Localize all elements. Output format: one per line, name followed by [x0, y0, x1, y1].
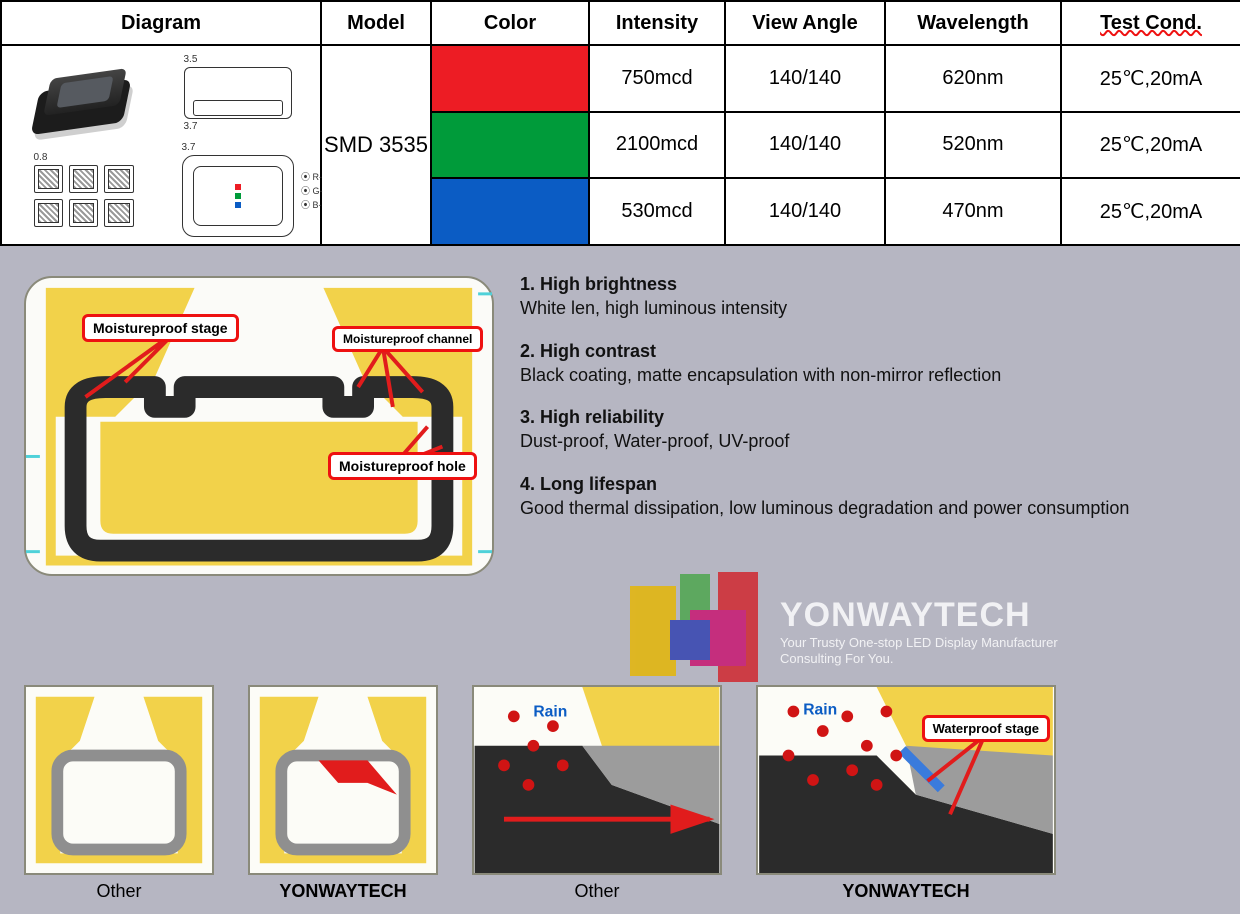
feature-item: 4. Long lifespan Good thermal dissipatio…	[520, 472, 1218, 521]
feature-desc: Good thermal dissipation, low luminous d…	[520, 496, 1218, 520]
feature-title: High brightness	[540, 274, 677, 294]
intensity-cell: 750mcd	[589, 45, 725, 112]
callout-hole: Moistureproof hole	[328, 452, 477, 480]
feature-item: 3. High reliability Dust-proof, Water-pr…	[520, 405, 1218, 454]
dim-label: 3.7	[184, 121, 198, 132]
diagram-cell: 0.8 3.5 3.7	[1, 45, 321, 245]
tech-drawing-front: 3.7 ⦿ R- ⦿ G-	[182, 142, 294, 237]
tech-drawing-pads: 0.8	[34, 152, 134, 227]
pin-label: ⦿ B-	[301, 198, 323, 212]
dim-label: 3.7	[182, 142, 196, 153]
th-wavelength: Wavelength	[885, 1, 1061, 45]
intensity-cell: 530mcd	[589, 178, 725, 245]
th-diagram: Diagram	[1, 1, 321, 45]
info-panel: Moistureproof stage Moistureproof channe…	[0, 246, 1240, 914]
feature-list: 1. High brightness White len, high lumin…	[520, 272, 1218, 538]
comparison-row: Other YONWAYTECH	[24, 652, 1218, 902]
feature-number: 3	[520, 407, 530, 427]
feature-desc: Dust-proof, Water-proof, UV-proof	[520, 429, 1218, 453]
th-view-angle: View Angle	[725, 1, 885, 45]
model-cell: SMD 3535	[321, 45, 431, 245]
feature-desc: Black coating, matte encapsulation with …	[520, 363, 1218, 387]
angle-cell: 140/140	[725, 178, 885, 245]
tech-drawing-top: 3.5 3.7	[184, 54, 292, 132]
feature-title: High reliability	[540, 407, 664, 427]
color-swatch-red	[431, 45, 589, 112]
angle-cell: 140/140	[725, 112, 885, 179]
test-cell: 25℃,20mA	[1061, 178, 1240, 245]
wavelength-cell: 620nm	[885, 45, 1061, 112]
panel-svg: Rain	[474, 687, 720, 873]
pin-label: ⦿ R-	[301, 170, 323, 184]
rain-label: Rain	[803, 701, 837, 718]
page-root: Diagram Model Color Intensity View Angle…	[0, 0, 1240, 914]
panel-caption: Other	[574, 881, 619, 902]
watermark-name: YONWAYTECH	[780, 596, 1058, 635]
feature-title: High contrast	[540, 341, 656, 361]
wavelength-cell: 470nm	[885, 178, 1061, 245]
intensity-cell: 2100mcd	[589, 112, 725, 179]
feature-number: 1	[520, 274, 530, 294]
th-test-cond: Test Cond.	[1061, 1, 1240, 45]
th-color: Color	[431, 1, 589, 45]
angle-cell: 140/140	[725, 45, 885, 112]
dim-label: 0.8	[34, 152, 48, 163]
rain-label: Rain	[533, 703, 567, 720]
feature-number: 4	[520, 474, 530, 494]
spec-table: Diagram Model Color Intensity View Angle…	[0, 0, 1240, 246]
feature-desc: White len, high luminous intensity	[520, 296, 1218, 320]
wavelength-cell: 520nm	[885, 112, 1061, 179]
dim-label: 3.5	[184, 54, 198, 65]
th-model: Model	[321, 1, 431, 45]
color-swatch-blue	[431, 178, 589, 245]
panel-svg	[26, 687, 212, 873]
test-cell: 25℃,20mA	[1061, 45, 1240, 112]
panel-caption: YONWAYTECH	[279, 881, 406, 902]
comparison-panel: Rain Other	[472, 685, 722, 902]
color-swatch-green	[431, 112, 589, 179]
feature-item: 1. High brightness White len, high lumin…	[520, 272, 1218, 321]
comparison-panel: YONWAYTECH	[248, 685, 438, 902]
callout-waterproof: Waterproof stage	[922, 715, 1050, 742]
pin-labels: ⦿ R- ⦿ G- ⦿ B-	[301, 170, 323, 212]
panel-svg	[250, 687, 436, 873]
callout-stage: Moistureproof stage	[82, 314, 239, 342]
panel-caption: Other	[96, 881, 141, 902]
chip-3d-icon	[29, 64, 139, 142]
test-cell: 25℃,20mA	[1061, 112, 1240, 179]
pin-label: ⦿ G-	[301, 184, 323, 198]
feature-item: 2. High contrast Black coating, matte en…	[520, 339, 1218, 388]
comparison-panel: Rain Waterproof stage YONWAYTECH	[756, 685, 1056, 902]
cross-section-diagram: Moistureproof stage Moistureproof channe…	[24, 276, 494, 576]
feature-number: 2	[520, 341, 530, 361]
table-header-row: Diagram Model Color Intensity View Angle…	[1, 1, 1240, 45]
table-row: 0.8 3.5 3.7	[1, 45, 1240, 112]
panel-caption: YONWAYTECH	[842, 881, 969, 902]
feature-title: Long lifespan	[540, 474, 657, 494]
callout-channel: Moistureproof channel	[332, 326, 483, 352]
th-intensity: Intensity	[589, 1, 725, 45]
watermark-tagline: Your Trusty One-stop LED Display Manufac…	[780, 635, 1058, 651]
comparison-panel: Other	[24, 685, 214, 902]
